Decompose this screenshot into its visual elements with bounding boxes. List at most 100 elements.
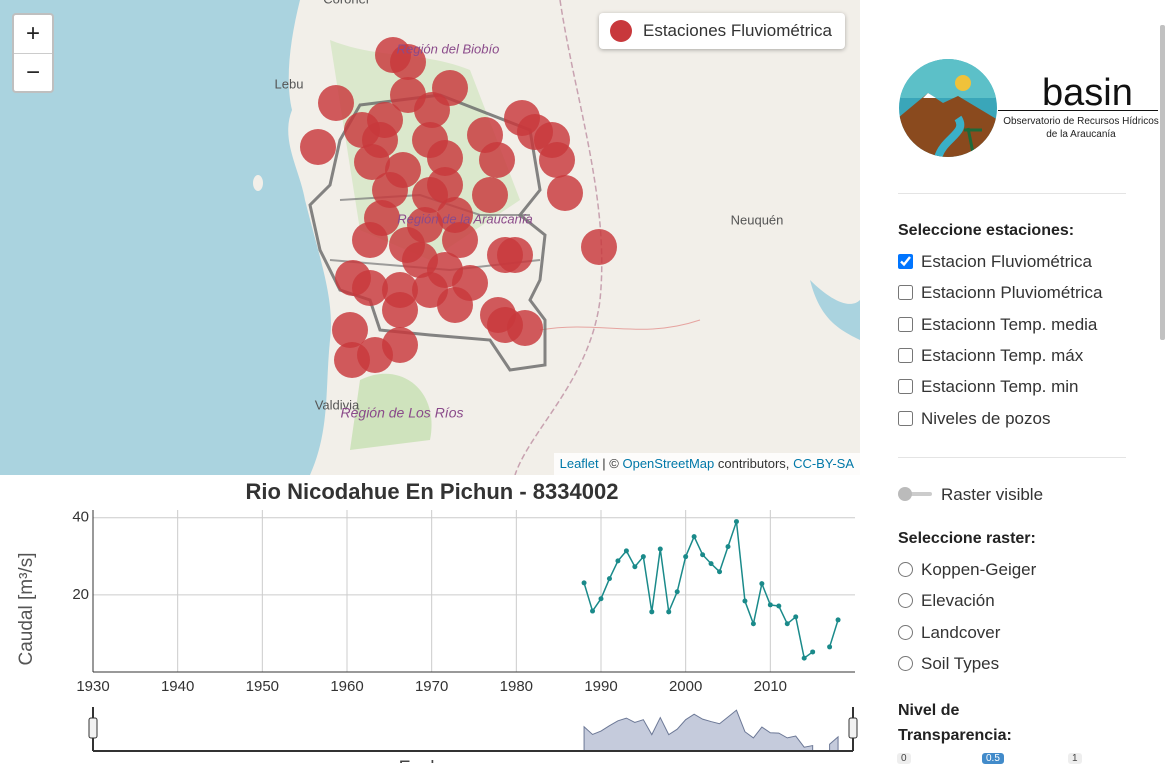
y-tick-label: 40 (72, 509, 89, 526)
station-checkbox-input[interactable] (898, 347, 913, 363)
raster-radio-label: Elevación (921, 591, 995, 611)
scrollbar[interactable] (1160, 25, 1165, 340)
logo-subtitle: Observatorio de Recursos Hídricos de la … (1003, 116, 1159, 140)
station-checkbox-input[interactable] (898, 410, 913, 426)
station-marker[interactable] (442, 222, 478, 258)
range-handle[interactable] (88, 717, 98, 739)
station-marker[interactable] (334, 342, 370, 378)
x-tick-label: 1940 (161, 678, 194, 695)
attribution-text: contributors, (717, 456, 790, 471)
station-checkbox-input[interactable] (898, 379, 913, 395)
station-checkbox-input[interactable] (898, 254, 913, 269)
raster-radio-input[interactable] (898, 624, 913, 640)
data-point (615, 558, 621, 564)
place-label: Región de Los Ríos (341, 405, 464, 421)
station-marker[interactable] (539, 142, 575, 178)
station-marker[interactable] (412, 122, 448, 158)
data-point (759, 581, 765, 587)
leaflet-link[interactable]: Leaflet (559, 456, 599, 471)
raster-radio-input[interactable] (898, 655, 913, 671)
logo-icon (899, 59, 997, 157)
station-marker[interactable] (581, 229, 617, 265)
data-line (828, 619, 839, 648)
x-tick-label: 1990 (584, 678, 617, 695)
license-link[interactable]: CC-BY-SA (793, 456, 854, 471)
map-tiles: Coronel Lebu Región del Biobío Región de la… (0, 0, 860, 475)
data-point (717, 569, 723, 575)
station-checkbox[interactable]: Estacion Fluviométrica (898, 252, 1092, 272)
data-point (708, 561, 714, 567)
station-marker[interactable] (382, 292, 418, 328)
range-handle[interactable] (848, 717, 858, 739)
data-point (793, 614, 799, 620)
x-tick-label: 2000 (669, 678, 702, 695)
stations-heading: Seleccione estaciones: (898, 222, 1075, 239)
osm-link[interactable]: OpenStreetMap (622, 456, 715, 471)
station-checkbox-input[interactable] (898, 285, 913, 301)
attribution-sep: | © (602, 456, 619, 471)
x-tick-label: 1980 (500, 678, 533, 695)
data-point (606, 576, 612, 582)
raster-radio[interactable]: Koppen-Geiger (898, 560, 1036, 580)
station-marker[interactable] (414, 92, 450, 128)
station-checkbox[interactable]: Estacionn Temp. media (898, 315, 1097, 335)
data-point (666, 609, 672, 615)
station-marker[interactable] (412, 177, 448, 213)
station-marker[interactable] (300, 129, 336, 165)
station-marker[interactable] (472, 177, 508, 213)
station-marker[interactable] (437, 287, 473, 323)
data-point (810, 649, 816, 655)
data-point (623, 548, 629, 554)
data-point (776, 603, 782, 609)
station-marker[interactable] (372, 172, 408, 208)
station-checkbox-input[interactable] (898, 316, 913, 332)
map[interactable]: Coronel Lebu Región del Biobío Región de la… (0, 0, 860, 475)
raster-radio[interactable]: Elevación (898, 591, 995, 611)
map-legend: Estaciones Fluviométrica (599, 13, 845, 49)
place-label: Lebu (275, 76, 304, 91)
data-point (632, 564, 638, 570)
y-tick-label: 20 (72, 586, 89, 603)
station-checkbox[interactable]: Niveles de pozos (898, 409, 1050, 429)
range-area (829, 735, 839, 752)
place-label: Coronel (323, 0, 369, 6)
data-line (583, 521, 814, 660)
station-marker[interactable] (332, 312, 368, 348)
slider-tick-label: 0.5 (982, 753, 1004, 764)
data-point (683, 554, 689, 560)
zoom-out-button[interactable]: − (25, 59, 40, 86)
zoom-in-button[interactable]: + (14, 15, 52, 54)
legend-label: Estaciones Fluviométrica (643, 21, 832, 40)
data-point (590, 608, 596, 614)
station-marker[interactable] (497, 237, 533, 273)
raster-toggle[interactable] (898, 487, 934, 501)
raster-radio-input[interactable] (898, 593, 913, 609)
station-marker[interactable] (318, 85, 354, 121)
station-checkbox[interactable]: Estacionn Pluviométrica (898, 283, 1102, 303)
raster-radio[interactable]: Landcover (898, 623, 1000, 643)
raster-radio[interactable]: Soil Types (898, 654, 999, 674)
station-marker[interactable] (352, 270, 388, 306)
zoom-control: + − (12, 13, 54, 93)
logo-title: basin (1042, 72, 1133, 114)
data-point (649, 609, 655, 615)
place-label: Región de la Araucanía (397, 211, 532, 226)
place-label: Valdivia (315, 397, 360, 412)
station-marker[interactable] (547, 175, 583, 211)
station-marker[interactable] (352, 222, 388, 258)
station-marker[interactable] (507, 310, 543, 346)
station-marker[interactable] (479, 142, 515, 178)
station-checkbox-label: Estacionn Temp. min (921, 377, 1079, 397)
data-point (784, 621, 790, 627)
x-tick-label: 2010 (754, 678, 787, 695)
data-point (733, 519, 739, 525)
data-point (700, 552, 706, 558)
station-checkbox[interactable]: Estacionn Temp. min (898, 377, 1078, 397)
station-marker[interactable] (390, 44, 426, 80)
data-point (657, 546, 663, 552)
y-axis-label: Caudal [m³/s] (16, 553, 37, 666)
station-marker[interactable] (354, 144, 390, 180)
station-checkbox[interactable]: Estacionn Temp. máx (898, 346, 1083, 366)
raster-radio-input[interactable] (898, 562, 913, 577)
